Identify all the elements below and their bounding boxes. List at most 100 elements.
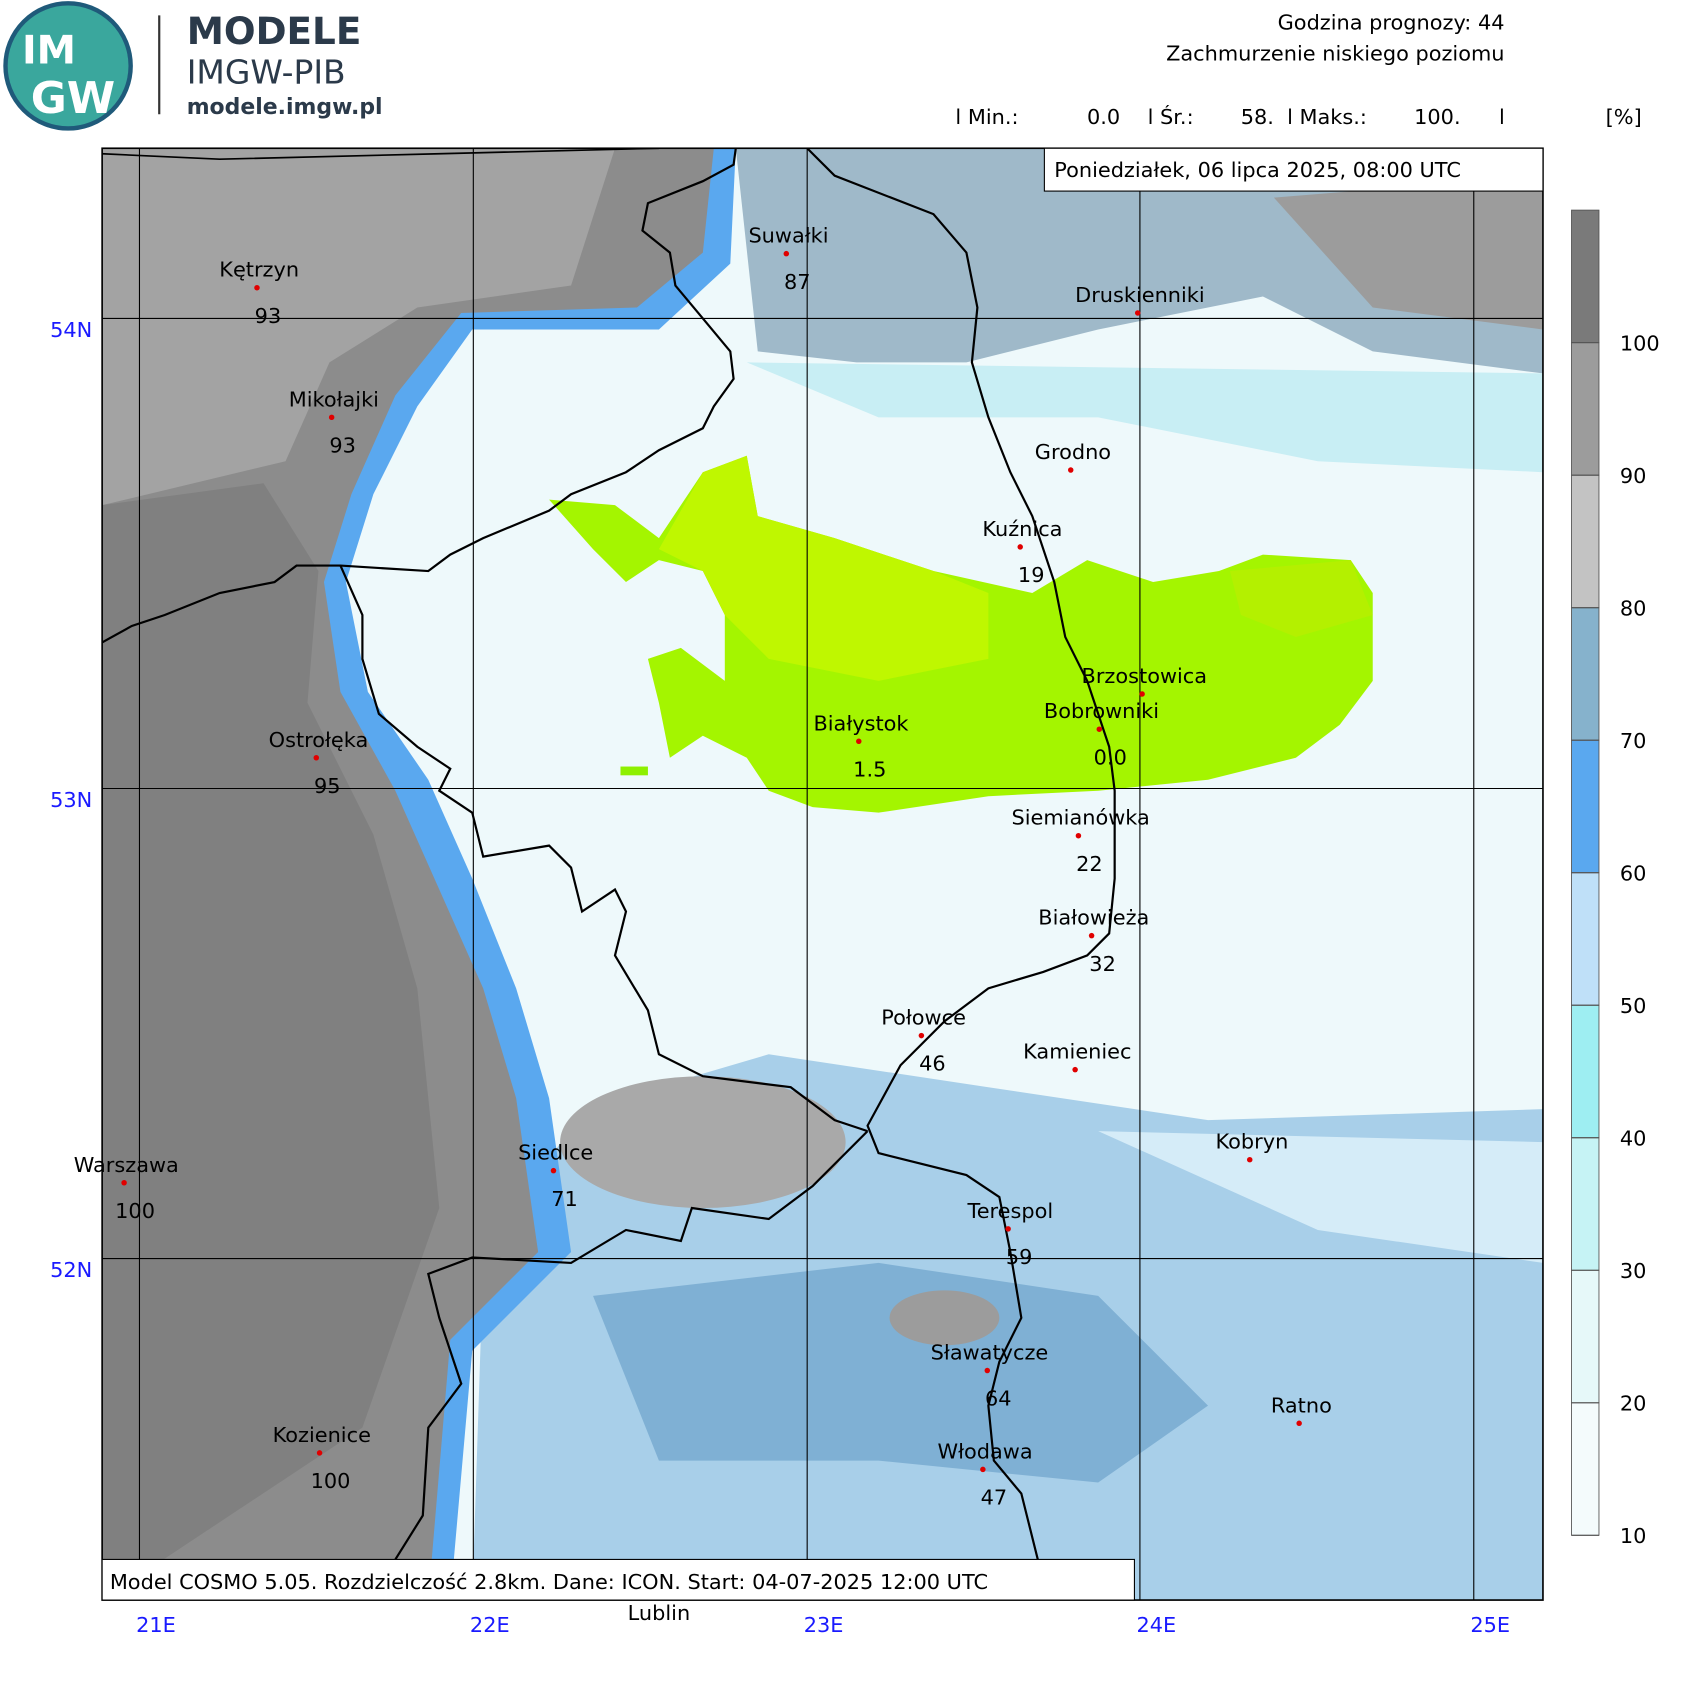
place-dot [1246, 1156, 1253, 1163]
place-name: Ratno [1271, 1393, 1332, 1417]
colorbar-label: 50 [1620, 994, 1647, 1018]
colorbar-segment [1571, 1004, 1600, 1139]
stat: l Śr.: [1148, 104, 1194, 129]
place-dot [856, 738, 862, 745]
colorbar-segment [1571, 1269, 1600, 1404]
forecast-hour: Godzina prognozy: 44 [1278, 11, 1505, 35]
stat: 0.0 [1087, 105, 1120, 129]
place-name: Grodno [1035, 440, 1111, 464]
logo-subtitle: IMGW-PIB [187, 52, 346, 91]
colorbar-label: 40 [1620, 1126, 1647, 1150]
place-name: Siedlce [518, 1141, 593, 1165]
stat: l [1499, 105, 1505, 129]
stats: l Min.: 0.0 l Śr.: 58. l Maks.: 100. l [%] [955, 104, 1641, 129]
place-name: Kuźnica [982, 517, 1062, 541]
footer-box [101, 1558, 1135, 1601]
lon-label: 23E [804, 1613, 844, 1637]
place-name: Kobryn [1216, 1130, 1289, 1154]
place-name: Połowce [881, 1006, 966, 1030]
lon-label: 21E [136, 1613, 176, 1637]
field-name: Zachmurzenie niskiego poziomu [1166, 41, 1504, 65]
place-name: Mikołajki [289, 387, 379, 411]
place-dot [984, 1367, 991, 1374]
places: Kętrzyn 93 Suwałki 87 Druskienniki Mikołajki 9… [74, 224, 1332, 1510]
colorbar-segment [1571, 607, 1600, 741]
place-dot [783, 250, 790, 257]
place-name: Białowieża [1038, 906, 1149, 930]
place-value: 1.5 [853, 757, 886, 781]
place-value: 100 [311, 1469, 351, 1493]
place-value: 19 [1018, 563, 1045, 587]
colorbar-label: 60 [1620, 861, 1647, 885]
colorbar-segment [1571, 872, 1600, 1006]
place-dot [1134, 310, 1141, 316]
place-value: 64 [985, 1387, 1012, 1411]
place-name: Druskienniki [1075, 283, 1205, 307]
place-dot [254, 284, 260, 291]
logo-mark-top: IM [22, 28, 76, 74]
colorbar-label: 70 [1620, 729, 1647, 753]
place-name: Terespol [967, 1199, 1054, 1223]
place-name: Sławatycze [931, 1341, 1049, 1365]
place-dot [1088, 932, 1095, 939]
place-dot [1005, 1226, 1011, 1232]
stat: 58. [1241, 105, 1274, 129]
place-value: 93 [329, 433, 356, 457]
place-name: Warszawa [74, 1153, 179, 1177]
place-value: 87 [784, 270, 811, 294]
place-value: 22 [1076, 852, 1103, 876]
lon-label: 25E [1470, 1613, 1510, 1637]
place-name: Brzostowica [1082, 664, 1208, 688]
place-dot [121, 1180, 127, 1186]
colorbar-segment [1571, 209, 1600, 344]
place-name: Bobrowniki [1044, 699, 1159, 723]
lon-label: 22E [470, 1613, 510, 1637]
place-dot [1072, 1066, 1078, 1073]
place-value: 46 [919, 1052, 946, 1076]
place-name: Kozienice [273, 1423, 371, 1447]
date: Poniedziałek, 06 lipca 2025, 08:00 UTC [1054, 158, 1461, 182]
place-name: Siemianówka [1011, 806, 1149, 830]
place-value: 93 [255, 304, 282, 328]
place-dot [328, 414, 335, 421]
stat: l Maks.: [1287, 105, 1367, 129]
colorbar-segment [1571, 342, 1600, 476]
place-dot [1067, 467, 1074, 473]
lat-label: 53N [50, 788, 92, 812]
place-value: 0.0 [1094, 745, 1127, 769]
place-name: Suwałki [748, 224, 828, 248]
colorbar-segment [1571, 1402, 1600, 1536]
place-dot [1075, 832, 1082, 839]
place-name: Włodawa [937, 1439, 1032, 1463]
colorbar-segment [1571, 474, 1600, 609]
borders [102, 148, 1116, 1561]
lat-label: 52N [50, 1258, 92, 1282]
place-dot [316, 1450, 323, 1456]
footer: Model COSMO 5.05. Rozdzielczość 2.8km. D… [110, 1570, 988, 1594]
colorbar-label: 10 [1620, 1524, 1647, 1548]
place-value: 71 [551, 1187, 578, 1211]
colorbar-label: 20 [1620, 1391, 1647, 1415]
place-dot [1096, 726, 1103, 732]
date-box [1043, 147, 1544, 192]
logo-url: modele.imgw.pl [187, 95, 383, 120]
place-name: Ostrołęka [269, 728, 369, 752]
stat: l Min.: [955, 105, 1018, 129]
place-dot [980, 1466, 986, 1473]
logo: IM GW MODELE IMGW-PIB modele.imgw.pl [3, 1, 383, 131]
colorbar-segment [1571, 739, 1600, 874]
place-name: Białystok [813, 711, 909, 735]
colorbar-label: 30 [1620, 1259, 1647, 1283]
logo-title: MODELE [187, 9, 362, 53]
colorbar: 10 20 30 40 50 60 70 80 90 100 [1571, 209, 1660, 1548]
colorbar-segment [1571, 1137, 1600, 1271]
colorbar-label: 100 [1620, 331, 1660, 355]
place-value: 32 [1089, 952, 1116, 976]
place-value: 59 [1006, 1245, 1033, 1269]
place-dot [1296, 1420, 1302, 1427]
colorbar-label: 90 [1620, 464, 1647, 488]
stat: 100. [1414, 105, 1460, 129]
place-dot [550, 1167, 557, 1174]
lat-label: 54N [50, 318, 92, 342]
